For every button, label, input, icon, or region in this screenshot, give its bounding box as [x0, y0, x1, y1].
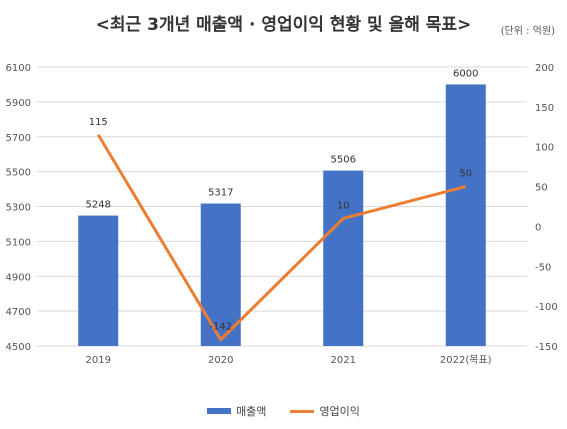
y-left-tick-label: 4500: [6, 342, 31, 353]
legend-swatch-revenue: [207, 408, 232, 414]
x-tick-label: 2021: [331, 355, 356, 366]
line-operating-profit: [96, 133, 467, 342]
y-left-tick-label: 4900: [6, 272, 31, 283]
y-left-tick-label: 4700: [6, 307, 31, 318]
line-data-label: 50: [459, 169, 472, 180]
y-left-tick-label: 5900: [6, 98, 31, 109]
legend-label-revenue: 매출액: [236, 405, 267, 418]
y-right-tick-label: 200: [535, 63, 554, 74]
x-tick-label: 2019: [86, 355, 111, 366]
y-right-tick-label: -100: [535, 302, 558, 313]
bar-data-label: 5317: [208, 188, 233, 199]
y-left-tick-label: 6100: [6, 63, 31, 74]
legend-item-revenue: 매출액: [207, 403, 266, 419]
y-right-tick-label: 0: [535, 222, 541, 233]
bar-data-label: 6000: [453, 68, 478, 79]
y-left-tick-label: 5700: [6, 133, 31, 144]
line-data-label: 115: [89, 117, 108, 128]
bar-revenue: [200, 203, 241, 346]
legend: 매출액 영업이익: [0, 403, 567, 419]
line-data-label: -142: [209, 322, 232, 333]
unit-label: (단위 : 억원): [500, 26, 555, 37]
y-left-tick-label: 5100: [6, 237, 31, 248]
legend-item-operating-profit: 영업이익: [290, 403, 360, 419]
bar-data-label: 5248: [86, 200, 111, 211]
y-right-tick-label: 100: [535, 143, 554, 154]
y-left-tick-label: 5300: [6, 203, 31, 214]
y-right-tick-label: -50: [535, 262, 551, 273]
y-right-tick-label: 150: [535, 103, 554, 114]
line-data-label: 10: [337, 200, 350, 211]
y-right-tick-label: 50: [535, 183, 548, 194]
x-tick-label: 2020: [208, 355, 233, 366]
bar-revenue: [323, 170, 364, 346]
y-left-tick-label: 5500: [6, 168, 31, 179]
bar-data-label: 5506: [331, 155, 356, 166]
legend-label-operating-profit: 영업이익: [319, 405, 360, 418]
chart-title: <최근 3개년 매출액 · 영업이익 현황 및 올해 목표>: [95, 15, 472, 35]
bar-revenue: [78, 215, 119, 346]
bar-revenue: [445, 84, 486, 346]
y-right-tick-label: -150: [535, 342, 558, 353]
x-tick-label: 2022(목표): [440, 354, 492, 366]
legend-swatch-operating-profit: [290, 409, 315, 413]
